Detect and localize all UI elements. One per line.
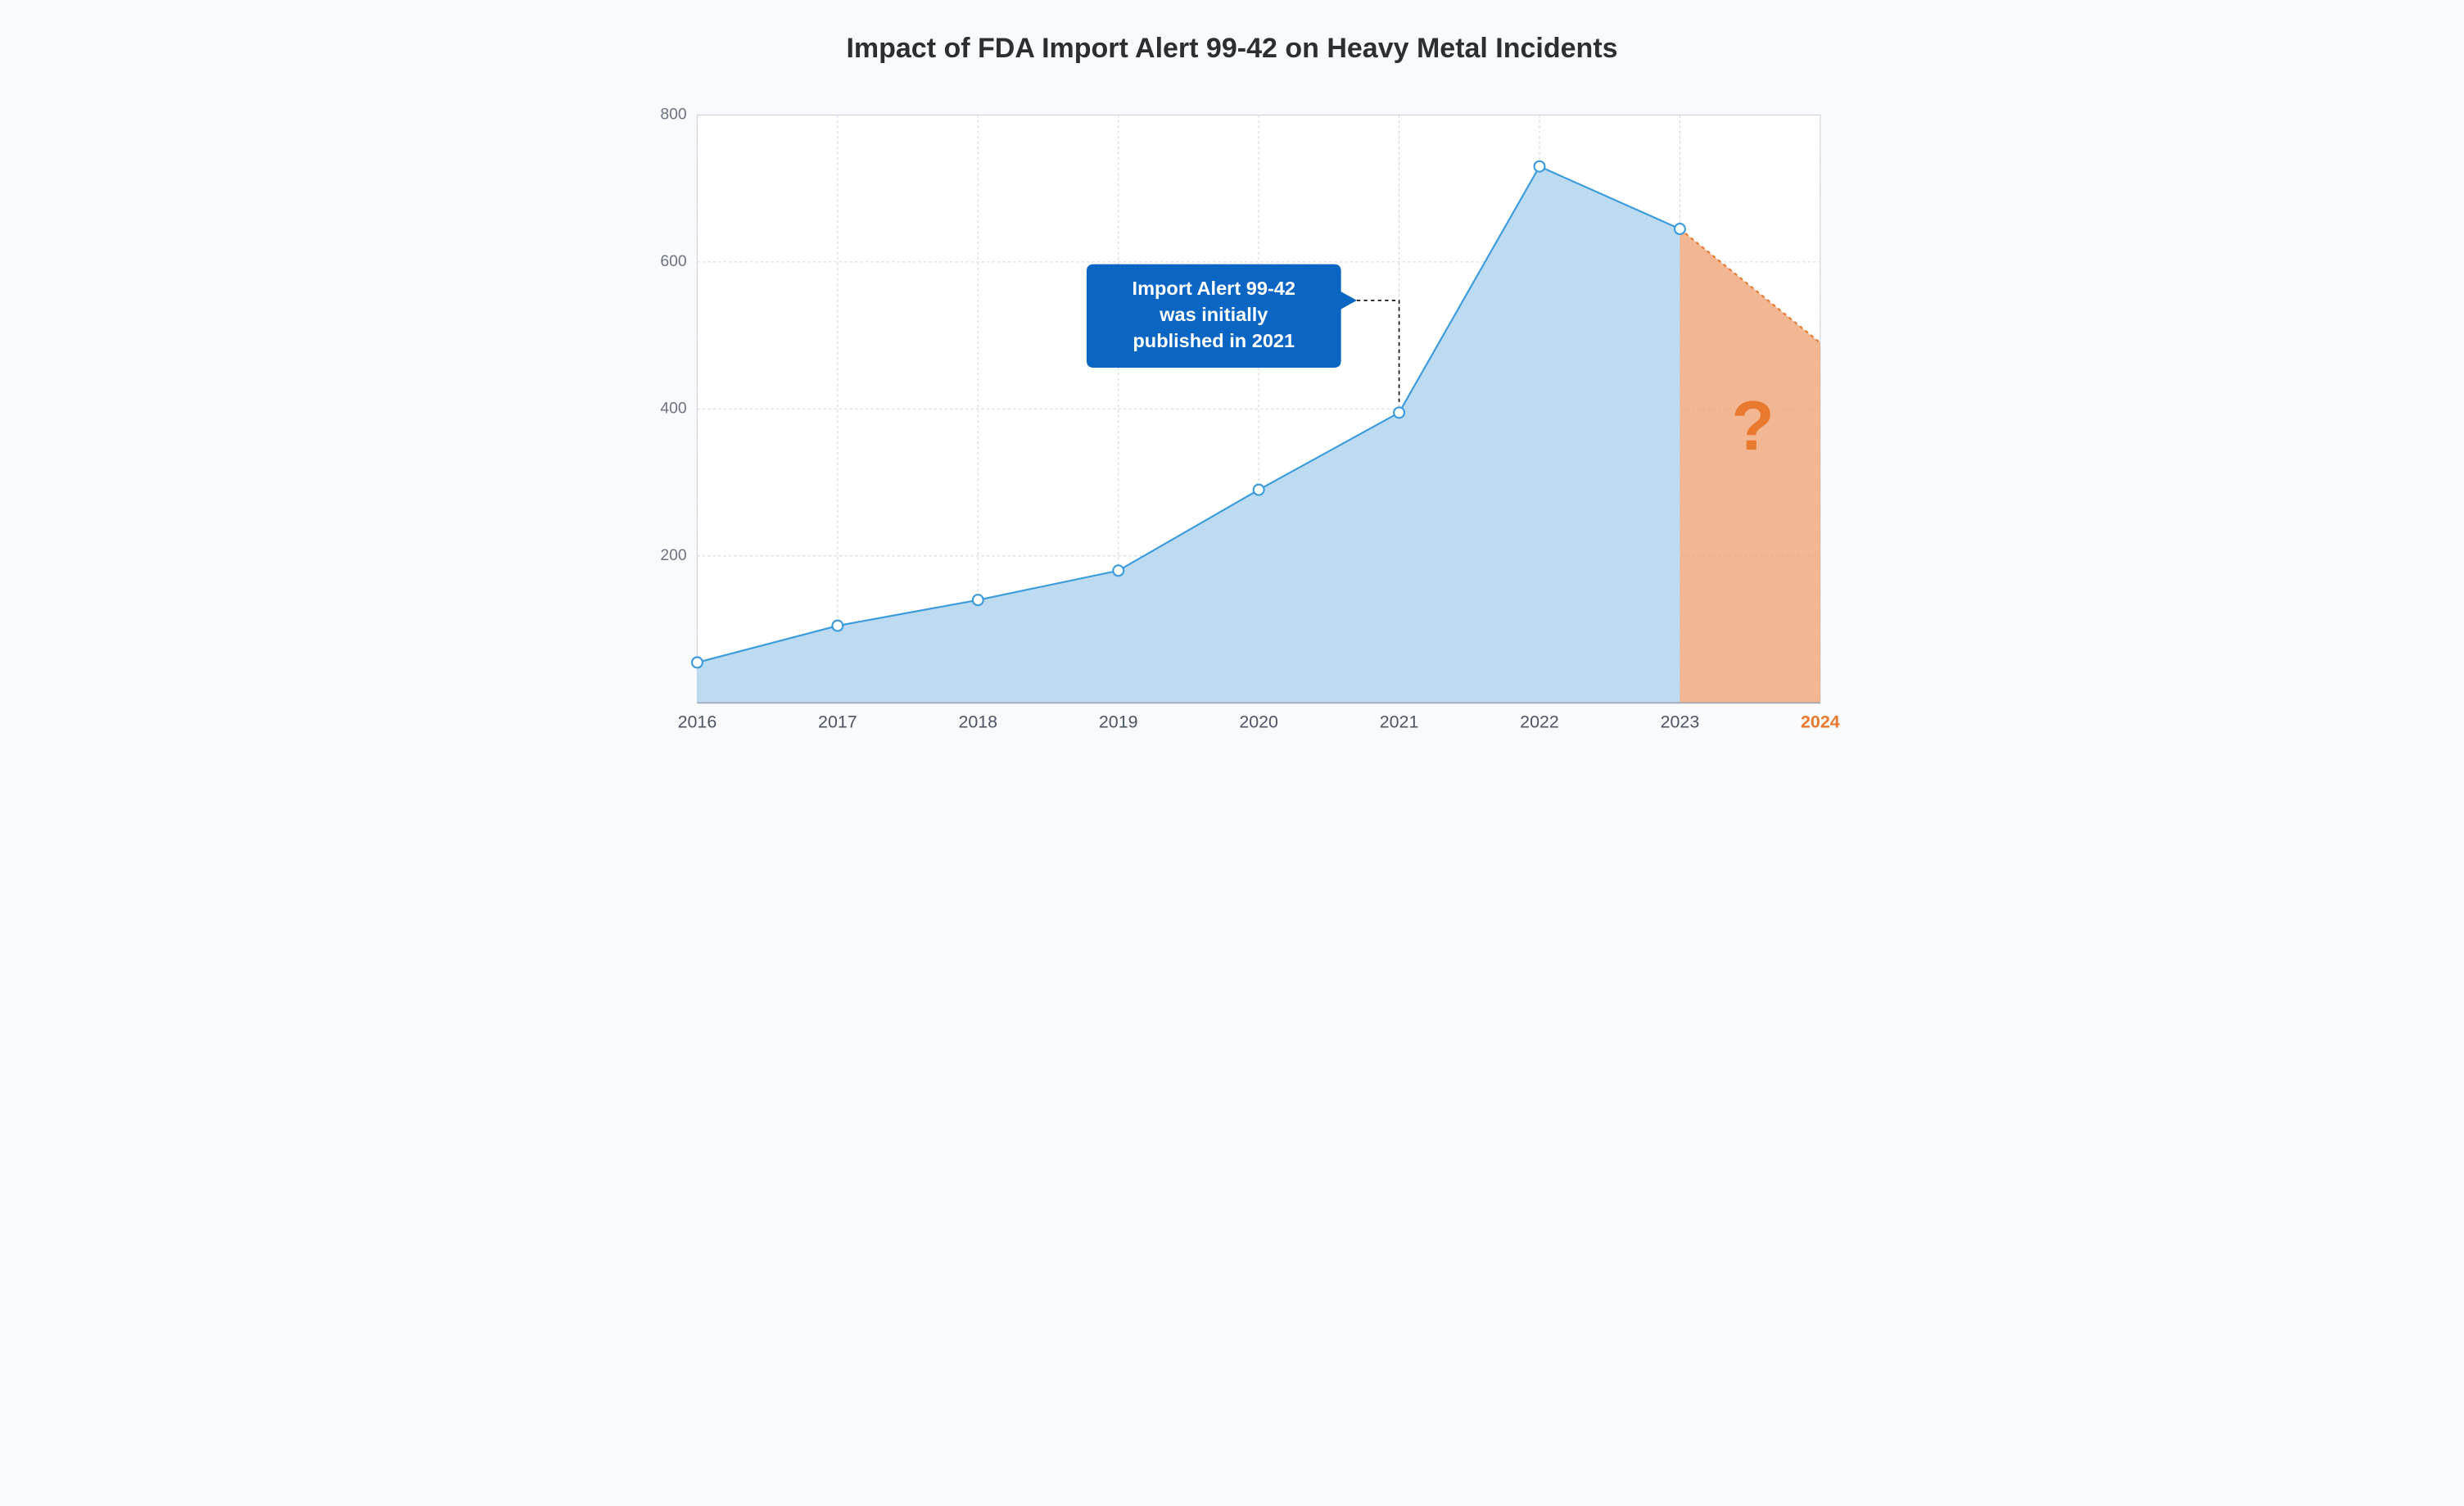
chart-plot-area: 200 400 600 800 2016 2017 2018 2019 2020 2021 2022…: [618, 97, 1847, 756]
x-tick-label: 2016: [677, 712, 717, 731]
series-marker: [832, 621, 843, 631]
y-tick-label: 200: [660, 547, 686, 564]
x-tick-label: 2017: [818, 712, 857, 731]
callout-text-line: was initially: [1159, 304, 1268, 325]
chart-container: Impact of FDA Import Alert 99-42 on Heav…: [618, 33, 1847, 756]
x-tick-label: 2022: [1520, 712, 1559, 731]
series-marker: [1253, 485, 1264, 495]
x-tick-label: 2021: [1379, 712, 1418, 731]
series-marker: [1113, 565, 1123, 576]
question-mark: ?: [1731, 387, 1774, 465]
x-tick-label: 2023: [1660, 712, 1699, 731]
y-tick-label: 800: [660, 106, 686, 124]
x-tick-label: 2019: [1098, 712, 1137, 731]
series-marker: [692, 657, 703, 667]
series-marker: [1394, 407, 1404, 418]
series-marker: [1674, 224, 1684, 234]
callout-text-line: Import Alert 99-42: [1132, 278, 1295, 299]
x-tick-label: 2024: [1801, 712, 1840, 731]
x-tick-label: 2018: [958, 712, 997, 731]
y-tick-label: 600: [660, 253, 686, 270]
chart-svg: 200 400 600 800 2016 2017 2018 2019 2020 2021 2022…: [618, 97, 1847, 756]
x-tick-label: 2020: [1239, 712, 1278, 731]
y-tick-label: 400: [660, 400, 686, 417]
chart-title: Impact of FDA Import Alert 99-42 on Heav…: [618, 33, 1847, 65]
callout-text-line: published in 2021: [1133, 330, 1295, 351]
series-marker: [1534, 161, 1544, 172]
series-marker: [972, 595, 983, 605]
